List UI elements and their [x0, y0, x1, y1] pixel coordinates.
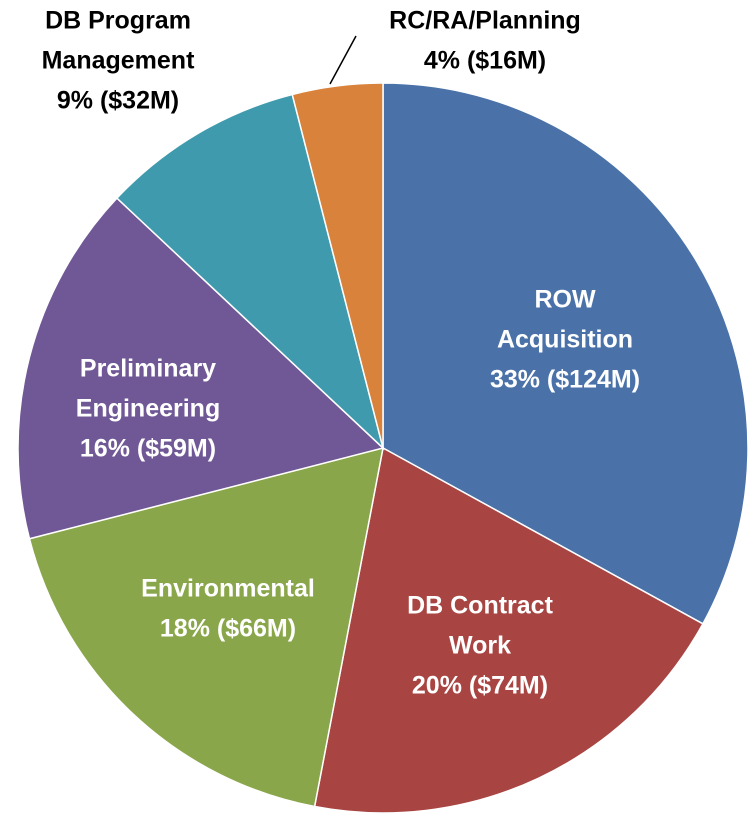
slice-label: Acquisition — [497, 326, 633, 354]
value-label: 16% ($59M) — [80, 435, 216, 463]
pie-slice — [17, 197, 385, 540]
slice-label: ROW — [534, 286, 596, 314]
pie-slice — [382, 82, 749, 625]
slice-label: Engineering — [76, 395, 220, 423]
value-label: 4% ($16M) — [424, 47, 546, 75]
value-label: 18% ($66M) — [160, 615, 296, 643]
slice-label: Preliminary — [80, 355, 216, 383]
slice-label: Work — [449, 632, 511, 660]
slice-label: Management — [42, 47, 195, 75]
slice-label: RC/RA/Planning — [389, 7, 581, 35]
value-label: 20% ($74M) — [412, 672, 548, 700]
pie-slice — [28, 446, 384, 808]
leader-line — [329, 35, 357, 85]
slice-label: Environmental — [141, 575, 315, 603]
pie-slice — [291, 82, 384, 449]
pie-slice — [115, 93, 385, 451]
slice-label: DB Program — [45, 7, 191, 35]
value-label: 9% ($32M) — [57, 87, 179, 115]
slice-label: DB Contract — [407, 592, 554, 620]
pie-slice — [313, 446, 704, 814]
value-label: 33% ($124M) — [490, 366, 640, 394]
